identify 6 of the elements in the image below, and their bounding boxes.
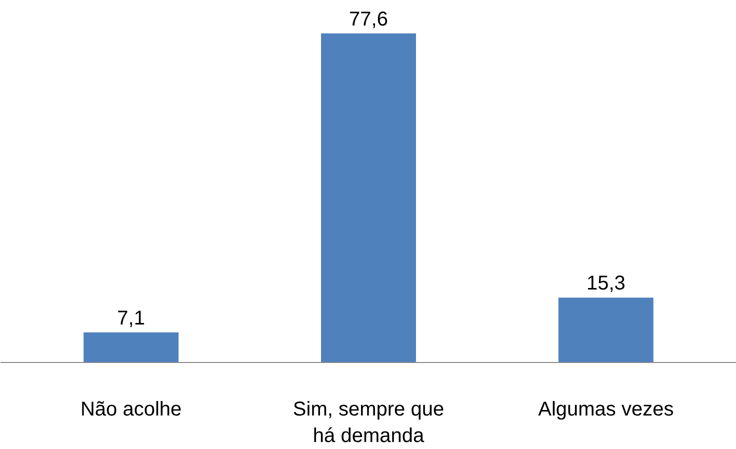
x-tick-label: Algumas vezes (538, 398, 674, 420)
data-label: 7,1 (117, 307, 145, 330)
x-tick-label: Não acolhe (80, 398, 182, 420)
data-label: 77,6 (349, 8, 388, 30)
data-label: 15,3 (586, 272, 626, 295)
x-tick-label: Sim, sempre que há demanda (292, 398, 444, 447)
